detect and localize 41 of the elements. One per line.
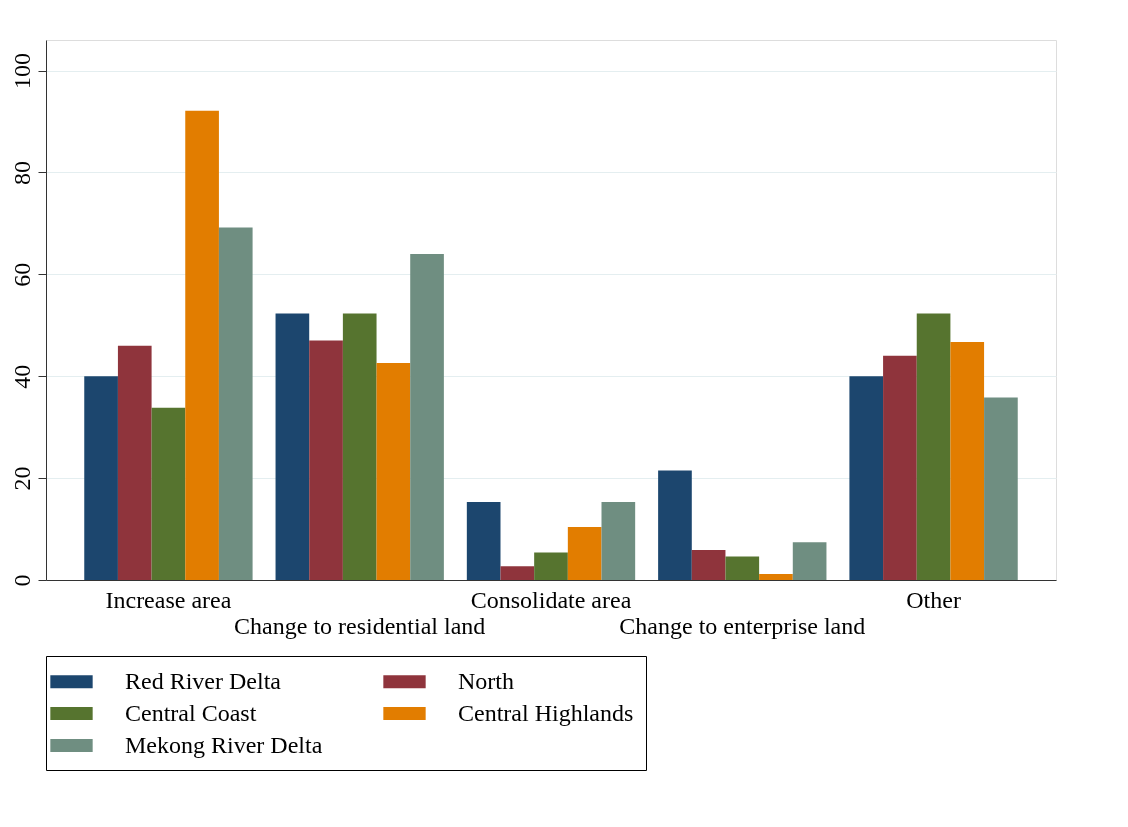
legend-label: Central Highlands [458, 699, 634, 726]
bar [534, 552, 568, 580]
y-tick-label: 100 [8, 53, 35, 90]
bar [567, 527, 602, 580]
bar [849, 376, 884, 580]
bar [275, 313, 310, 580]
y-tick-label: 60 [8, 262, 35, 287]
bar [218, 227, 253, 580]
y-tick-label: 20 [8, 466, 35, 491]
bar [342, 313, 377, 580]
bar [725, 556, 760, 580]
bar [376, 362, 411, 580]
bar [916, 313, 951, 580]
bar [410, 253, 444, 580]
y-tick-label: 80 [8, 160, 35, 185]
bar [601, 502, 636, 580]
bar [500, 566, 535, 580]
x-tick-label: Other [906, 586, 961, 613]
bar [759, 573, 793, 580]
bar [658, 470, 692, 580]
x-tick-label: Increase area [105, 586, 232, 613]
legend-label: North [458, 667, 514, 694]
bar [466, 502, 501, 580]
y-tick-label: 0 [8, 574, 35, 587]
bar [151, 407, 186, 580]
x-tick-label: Change to enterprise land [619, 612, 866, 639]
bar [691, 549, 726, 580]
bar [984, 397, 1018, 580]
bar [950, 342, 985, 580]
bar [792, 542, 827, 580]
x-tick-label: Consolidate area [470, 586, 632, 613]
y-tick-label: 40 [8, 364, 35, 389]
bar [117, 345, 152, 580]
legend-label: Red River Delta [125, 667, 282, 694]
bar [185, 110, 219, 580]
legend-label: Central Coast [125, 699, 257, 726]
legend-label: Mekong River Delta [125, 731, 323, 758]
bar [84, 376, 118, 580]
bar [309, 340, 343, 580]
x-tick-label: Change to residential land [234, 612, 486, 639]
bar [883, 355, 917, 580]
